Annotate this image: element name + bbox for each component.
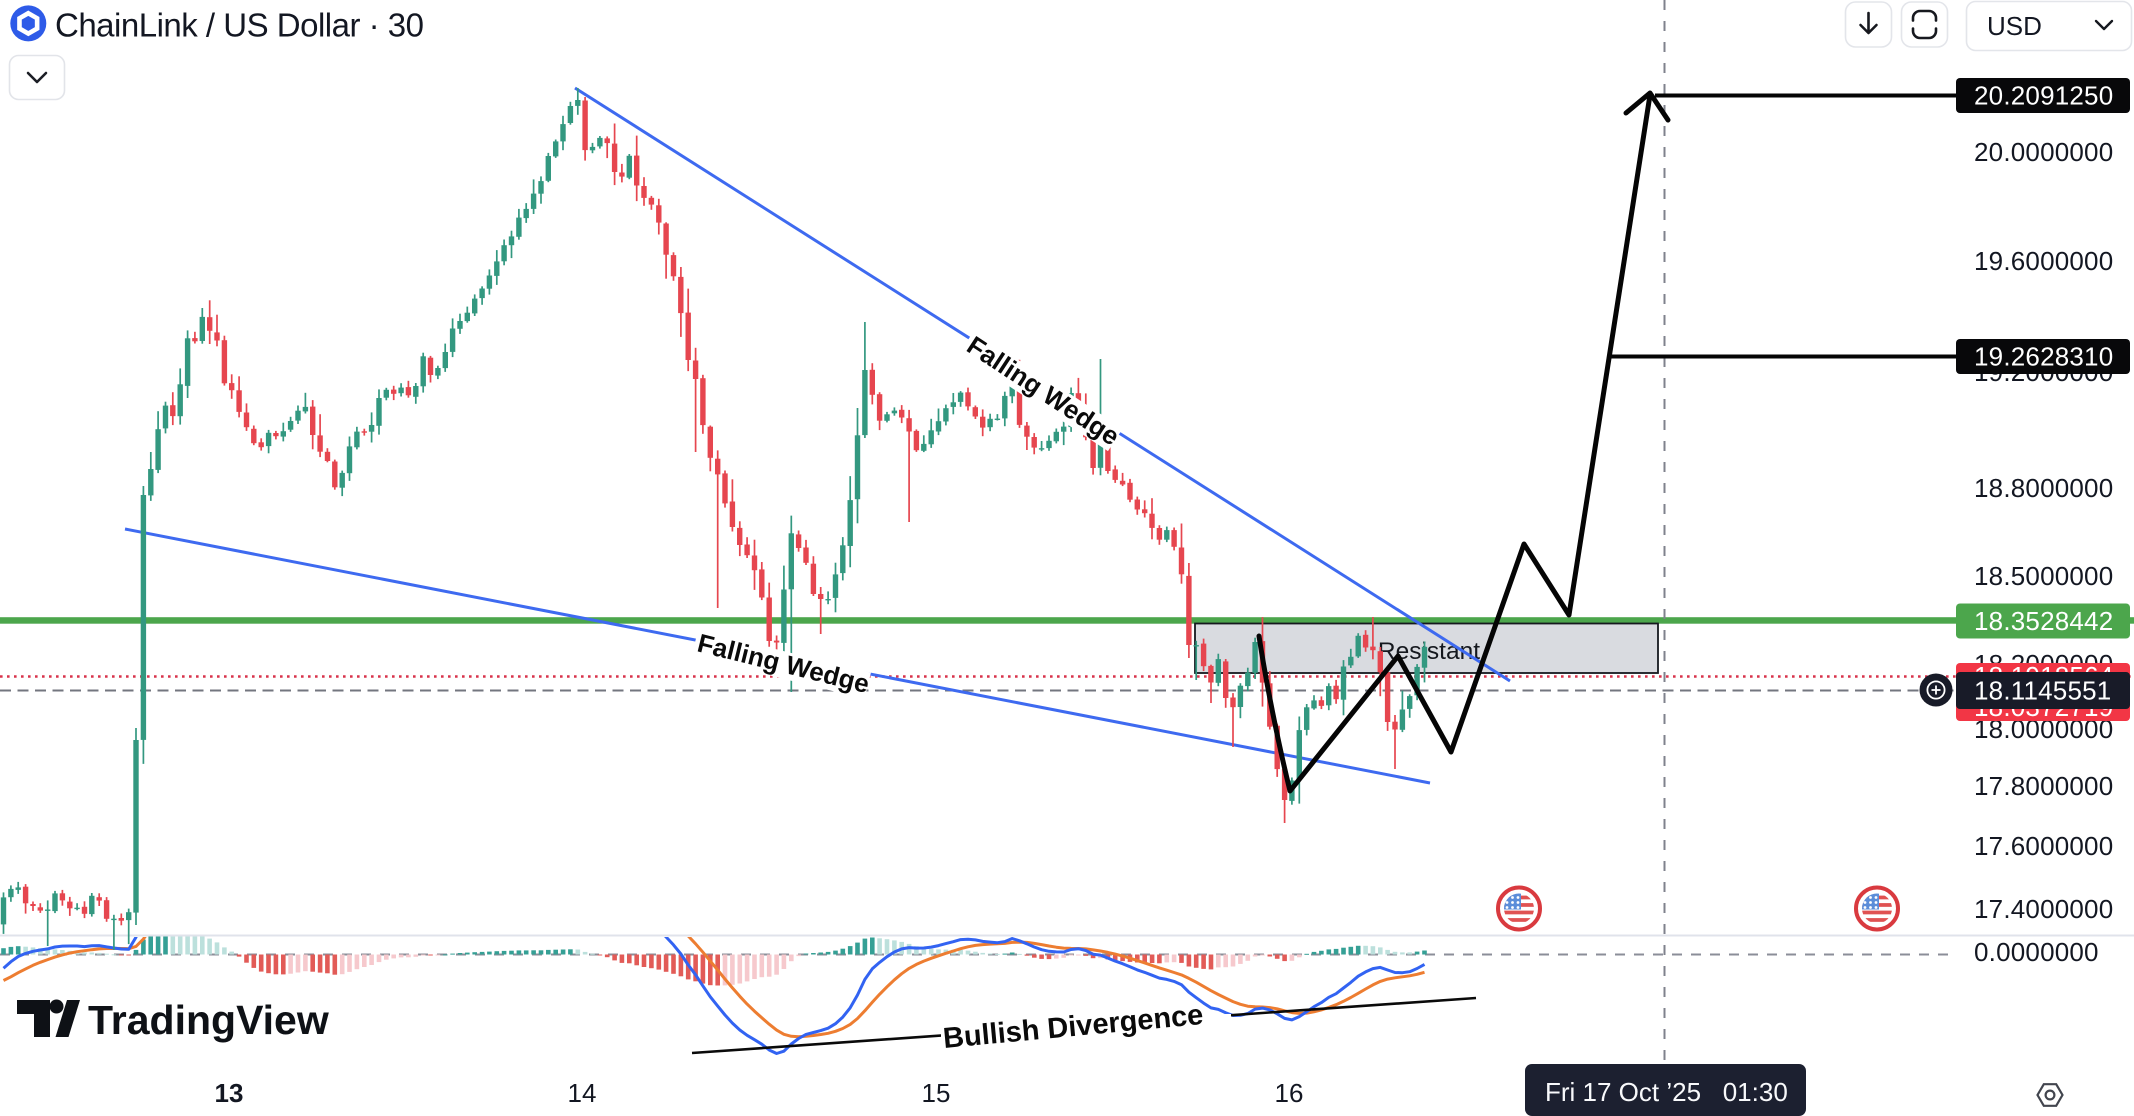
- svg-text:17.6000000: 17.6000000: [1974, 831, 2113, 861]
- svg-text:14: 14: [568, 1078, 597, 1108]
- svg-text:Fri 17 Oct ’25 01:30: Fri 17 Oct ’25 01:30: [1545, 1077, 1788, 1107]
- svg-text:18.8000000: 18.8000000: [1974, 473, 2113, 503]
- svg-text:18.3528442: 18.3528442: [1974, 606, 2113, 636]
- svg-text:16: 16: [1275, 1078, 1304, 1108]
- svg-text:13: 13: [215, 1078, 244, 1108]
- svg-text:USD: USD: [1987, 11, 2042, 41]
- svg-text:18.1145551: 18.1145551: [1974, 676, 2111, 706]
- svg-text:17.8000000: 17.8000000: [1974, 771, 2113, 801]
- svg-text:19.2628310: 19.2628310: [1974, 342, 2113, 372]
- svg-text:ChainLink / US Dollar · 30: ChainLink / US Dollar · 30: [55, 7, 424, 44]
- svg-text:18.5000000: 18.5000000: [1974, 561, 2113, 591]
- svg-text:20.2091250: 20.2091250: [1974, 81, 2113, 111]
- svg-text:20.0000000: 20.0000000: [1974, 137, 2113, 167]
- svg-text:17.4000000: 17.4000000: [1974, 894, 2113, 924]
- svg-text:19.6000000: 19.6000000: [1974, 246, 2113, 276]
- svg-text:0.0000000: 0.0000000: [1974, 937, 2099, 967]
- svg-text:TradingView: TradingView: [88, 997, 329, 1043]
- svg-text:15: 15: [922, 1078, 951, 1108]
